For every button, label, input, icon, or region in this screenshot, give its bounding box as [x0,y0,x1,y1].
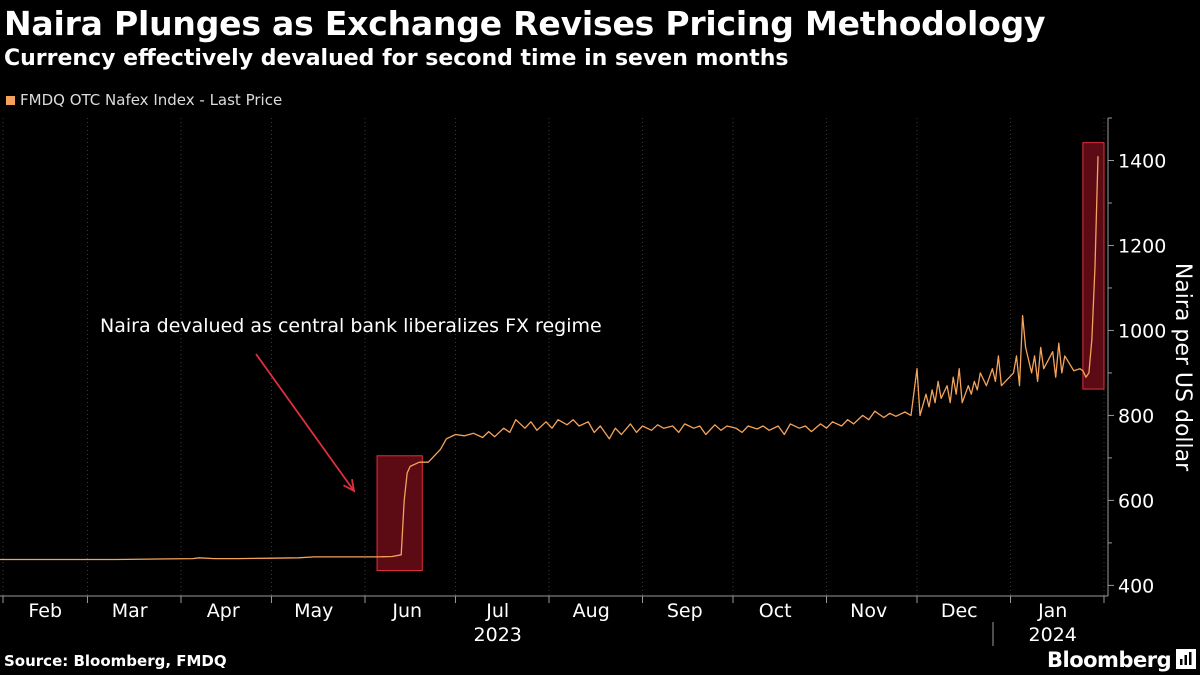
x-tick-label: Dec [941,600,978,622]
source-note: Source: Bloomberg, FMDQ [4,652,227,670]
legend-label: FMDQ OTC Nafex Index - Last Price [20,91,283,109]
series-line-1 [0,156,1099,561]
x-tick-label: Feb [28,600,62,622]
legend-swatch [6,95,15,105]
y-tick-label: 600 [1118,490,1154,512]
annotation-arrowhead [343,479,356,493]
x-year-label: 2023 [474,624,522,646]
x-tick-label: Mar [112,600,148,622]
bloomberg-logo: Bloomberg [1047,648,1172,672]
y-tick-label: 800 [1118,405,1154,427]
x-tick-label: Jan [1037,600,1067,622]
x-tick-label: Aug [573,600,610,622]
chart-legend: FMDQ OTC Nafex Index - Last Price [6,91,282,109]
annotation-text: Naira devalued as central bank liberaliz… [100,315,602,337]
y-tick-label: 1200 [1118,235,1166,257]
highlight-box-2 [1082,142,1105,390]
y-tick-label: 400 [1118,575,1154,597]
y-axis-title: Naira per US dollar [1170,263,1195,472]
x-tick-label: Sep [667,600,703,622]
x-tick-label: May [294,600,333,622]
y-tick-label: 1400 [1118,150,1166,172]
x-year-label: 2024 [1029,624,1077,646]
x-tick-label: Jul [485,600,509,622]
x-tick-label: Nov [850,600,887,622]
bloomberg-terminal-icon [1176,649,1196,669]
y-tick-label: 1000 [1118,320,1166,342]
page-title: Naira Plunges as Exchange Revises Pricin… [4,4,1046,43]
page-subtitle: Currency effectively devalued for second… [4,46,789,71]
x-tick-label: Jun [391,600,422,622]
x-tick-label: Oct [759,600,792,622]
highlight-box-1 [376,455,423,572]
annotation-arrow [255,353,355,492]
x-tick-label: Apr [207,600,240,622]
